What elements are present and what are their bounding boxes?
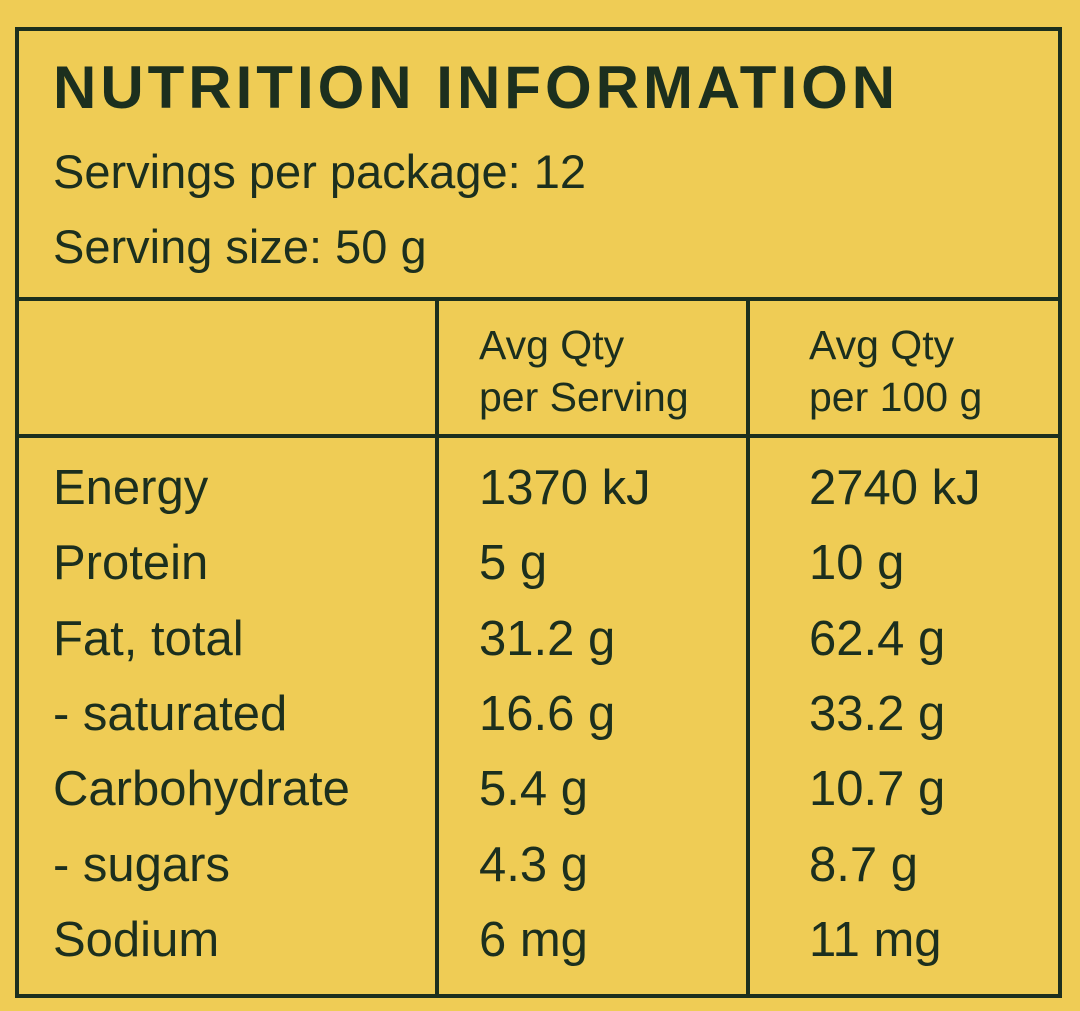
column-divider: [435, 299, 439, 994]
nutrient-value: 10 g: [809, 536, 905, 591]
column-header: Avg Qty: [479, 322, 625, 368]
nutrient-value: 8.7 g: [809, 837, 918, 892]
column-header: per Serving: [479, 374, 689, 420]
serving-size: Serving size: 50 g: [53, 220, 427, 273]
servings: Servings per package: 12: [53, 145, 586, 198]
divider: [15, 297, 1062, 301]
nutrient-name: Energy: [53, 461, 209, 515]
column-divider: [746, 299, 750, 994]
column-header: Avg Qty: [809, 322, 955, 368]
nutrient-name: - saturated: [53, 686, 288, 741]
nutrient-value: 4.3 g: [479, 837, 588, 892]
nutrient-name: Carbohydrate: [53, 762, 350, 817]
nutrient-value: 1370 kJ: [479, 461, 651, 515]
nutrient-value: 5.4 g: [479, 762, 588, 817]
nutrient-value: 10.7 g: [809, 762, 946, 817]
nutrient-value: 33.2 g: [809, 686, 946, 741]
nutrient-name: Protein: [53, 536, 209, 591]
column-header: per 100 g: [809, 374, 983, 420]
title: NUTRITION INFORMATION: [53, 54, 900, 121]
nutrient-name: Sodium: [53, 912, 220, 967]
divider: [15, 434, 1062, 438]
nutrient-value: 16.6 g: [479, 686, 616, 741]
nutrient-value: 6 mg: [479, 912, 588, 967]
nutrient-value: 31.2 g: [479, 611, 616, 666]
nutrient-value: 62.4 g: [809, 611, 946, 666]
panel-border: [15, 27, 1062, 998]
nutrient-name: - sugars: [53, 837, 231, 892]
nutrient-value: 5 g: [479, 536, 548, 591]
nutrient-value: 11 mg: [809, 912, 942, 967]
nutrient-name: Fat, total: [53, 611, 244, 666]
nutrient-value: 2740 kJ: [809, 461, 981, 515]
